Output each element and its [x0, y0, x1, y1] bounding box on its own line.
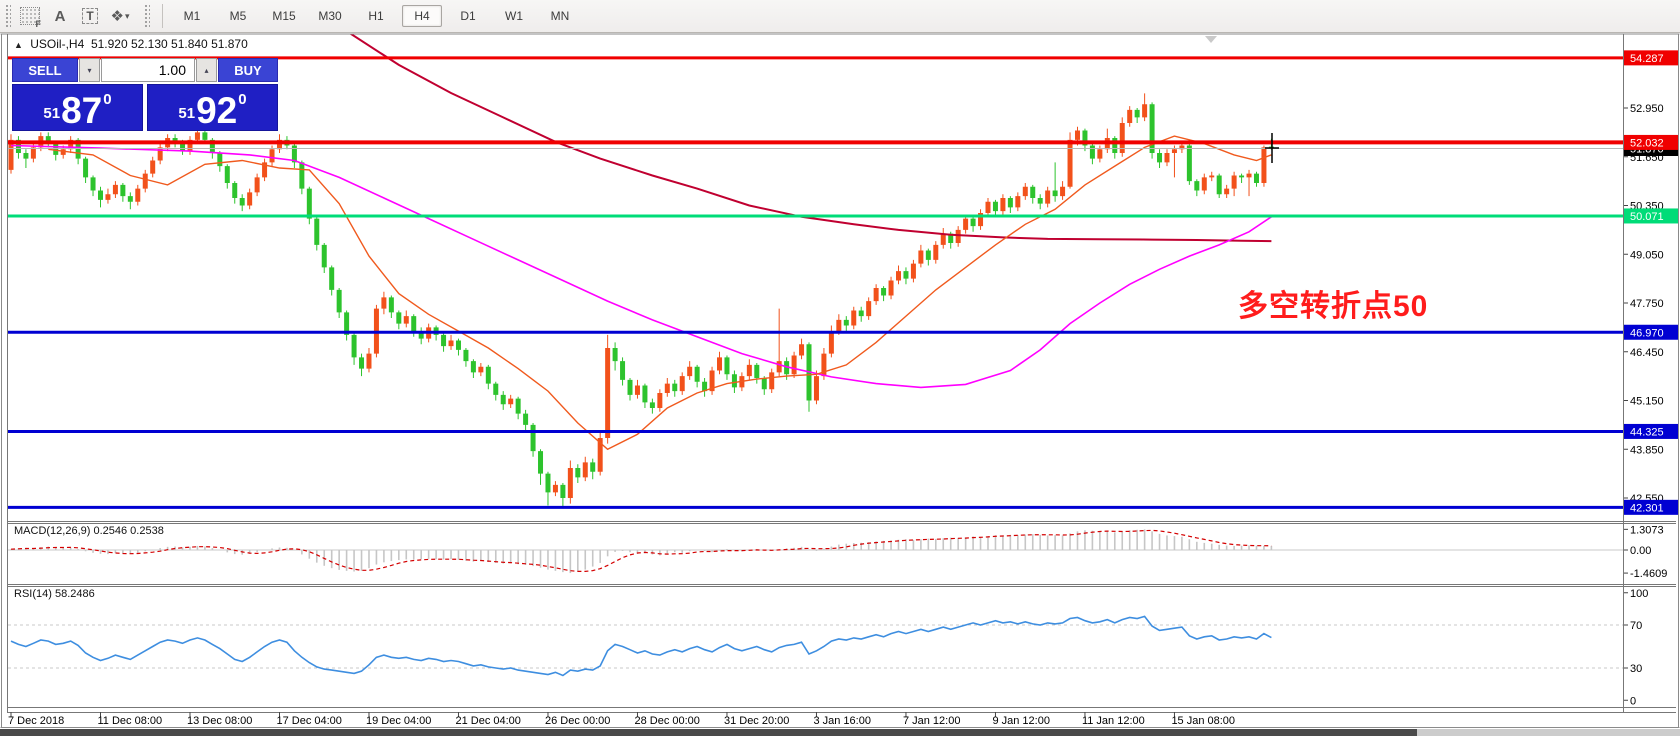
sell-price-tile[interactable]: 51 87 0 — [12, 84, 143, 131]
text-box-icon[interactable]: T — [76, 3, 104, 29]
date-tick-label: 9 Jan 12:00 — [992, 715, 1050, 727]
volume-increase-button[interactable]: ▴ — [196, 58, 217, 82]
macd-signal-line — [10, 529, 1272, 573]
rsi-tick-label: 70 — [1630, 620, 1642, 632]
timeframe-button-mn[interactable]: MN — [550, 9, 570, 23]
date-tick-label: 17 Dec 04:00 — [276, 715, 341, 727]
macd-tick-label: 1.3073 — [1630, 524, 1664, 536]
ma-mid — [10, 144, 1272, 389]
level-badge-50.071 — [1624, 208, 1678, 224]
date-tick-label: 21 Dec 04:00 — [455, 715, 520, 727]
ma-fast — [48, 135, 1272, 451]
date-tick-label: 13 Dec 08:00 — [187, 715, 252, 727]
price-tick-label: 45.150 — [1630, 396, 1664, 408]
price-tick-label: 46.450 — [1630, 347, 1664, 359]
svg-text:50.071: 50.071 — [1630, 211, 1664, 223]
price-tick-label: 49.050 — [1630, 249, 1664, 261]
chart-title: ▲ USOil-,H4 51.920 52.130 51.840 51.870 — [14, 37, 248, 51]
toolbar: F A T ❖ ▾ M1 M5 M15 M30 H1 H4 D1 W1 MN — [0, 0, 1680, 33]
rsi-line — [10, 615, 1272, 677]
timeframe-button-h1[interactable]: H1 — [368, 9, 384, 23]
svg-text:46.970: 46.970 — [1630, 327, 1664, 339]
taskbar-edge — [0, 729, 1417, 736]
date-tick-label: 19 Dec 04:00 — [366, 715, 431, 727]
styles-icon[interactable]: ❖ ▾ — [110, 8, 130, 25]
date-tick-label: 7 Dec 2018 — [8, 715, 64, 727]
macd-tick-label: 0.00 — [1630, 545, 1651, 557]
rsi-label: RSI(14) 58.2486 — [14, 588, 95, 600]
rsi-tick-label: 100 — [1630, 588, 1648, 600]
macd-tick-label: -1.4609 — [1630, 568, 1667, 580]
volume-decrease-button[interactable]: ▾ — [79, 58, 100, 82]
chart-shift-marker[interactable] — [1205, 36, 1217, 43]
ohlc-values: 51.920 52.130 51.840 51.870 — [90, 37, 248, 51]
date-tick-label: 28 Dec 00:00 — [634, 715, 699, 727]
toolbar-separator — [162, 4, 163, 28]
timeframe-button-d1[interactable]: D1 — [460, 9, 476, 23]
svg-text:44.325: 44.325 — [1630, 426, 1664, 438]
svg-text:52.032: 52.032 — [1630, 137, 1664, 149]
timeframe-button-m5[interactable]: M5 — [229, 9, 247, 23]
date-tick-label: 31 Dec 20:00 — [724, 715, 789, 727]
text-label-icon[interactable]: A — [54, 7, 66, 25]
volume-input[interactable]: 1.00 — [101, 58, 195, 82]
ma-long — [349, 34, 1272, 243]
level-badge-44.325 — [1624, 423, 1678, 439]
indicator-frame-icon[interactable]: F — [16, 3, 44, 29]
timeframe-button-m15[interactable]: M15 — [272, 9, 296, 23]
date-tick-label: 3 Jan 16:00 — [813, 715, 871, 727]
timeframe-button-m30[interactable]: M30 — [318, 9, 342, 23]
level-badge-42.301 — [1624, 499, 1678, 515]
buy-button[interactable]: BUY — [218, 58, 278, 82]
rsi-tick-label: 0 — [1630, 695, 1636, 707]
svg-text:42.301: 42.301 — [1630, 502, 1664, 514]
date-tick-label: 11 Dec 08:00 — [97, 715, 162, 727]
taskbar-edge-light — [1417, 729, 1680, 736]
price-tick-label: 47.750 — [1630, 298, 1664, 310]
level-badge-54.287 — [1624, 50, 1678, 66]
timeframe-button-h4[interactable]: H4 — [402, 5, 442, 27]
chart-text-annotation: 多空转折点50 — [1238, 290, 1429, 323]
timeframe-button-m1[interactable]: M1 — [183, 9, 201, 23]
macd-histogram — [10, 529, 1273, 574]
price-tick-label: 43.850 — [1630, 444, 1664, 456]
date-tick-label: 26 Dec 00:00 — [545, 715, 610, 727]
buy-price-tile[interactable]: 51 92 0 — [147, 84, 278, 131]
date-tick-label: 7 Jan 12:00 — [903, 715, 961, 727]
svg-text:54.287: 54.287 — [1630, 53, 1664, 65]
toolbar-grip-2[interactable] — [144, 4, 150, 28]
timeframe-button-w1[interactable]: W1 — [505, 9, 523, 23]
chevron-down-icon: ▾ — [124, 10, 130, 21]
level-badge-46.970 — [1624, 324, 1678, 340]
candlestick-series — [8, 93, 1274, 508]
date-tick-label: 15 Jan 08:00 — [1171, 715, 1235, 727]
symbol-marker-icon: ▲ — [14, 40, 23, 50]
sell-button[interactable]: SELL — [12, 58, 78, 82]
price-tick-label: 52.950 — [1630, 103, 1664, 115]
symbol-timeframe: USOil-,H4 — [30, 37, 85, 51]
date-tick-label: 11 Jan 12:00 — [1082, 715, 1145, 727]
level-badge-52.032 — [1624, 134, 1678, 150]
toolbar-grip[interactable] — [5, 4, 11, 28]
one-click-trade-panel: SELL ▾ 1.00 ▴ BUY 51 87 0 51 92 0 — [12, 58, 278, 131]
macd-label: MACD(12,26,9) 0.2546 0.2538 — [14, 525, 164, 537]
timeframe-bar: M1 M5 M15 M30 H1 H4 D1 W1 MN — [172, 5, 580, 27]
rsi-tick-label: 30 — [1630, 663, 1642, 675]
